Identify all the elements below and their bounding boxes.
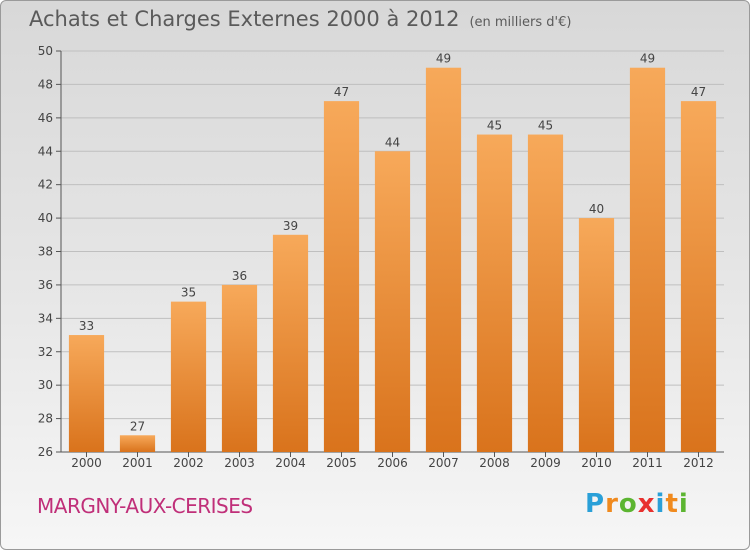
logo-letter: i: [678, 489, 689, 519]
bar-value-label: 47: [334, 85, 349, 99]
x-tick-label: 2004: [275, 456, 306, 470]
bar-2005: [323, 101, 360, 452]
x-tick-label: 2007: [428, 456, 459, 470]
x-tick-label: 2000: [71, 456, 102, 470]
x-tick-label: 2010: [581, 456, 612, 470]
bar-value-label: 44: [385, 135, 400, 149]
y-tick-label: 42: [38, 178, 53, 192]
bar-2003: [221, 284, 258, 452]
y-tick-label: 26: [38, 445, 53, 459]
y-tick-label: 32: [38, 345, 53, 359]
chart-subtitle: (en milliers d'€): [469, 15, 572, 30]
x-tick-label: 2006: [377, 456, 408, 470]
bar-2010: [578, 218, 615, 452]
proxiti-logo[interactable]: Proxiti: [585, 489, 689, 519]
logo-letter: P: [585, 489, 606, 519]
bar-2000: [68, 335, 105, 452]
y-tick-label: 44: [38, 144, 53, 158]
x-tick-label: 2012: [683, 456, 714, 470]
y-tick-label: 28: [38, 412, 53, 426]
logo-letter: i: [655, 489, 666, 519]
bar-value-label: 49: [640, 52, 655, 66]
x-tick-label: 2008: [479, 456, 510, 470]
bar-2011: [629, 67, 666, 452]
x-tick-label: 2002: [173, 456, 204, 470]
x-tick-label: 2003: [224, 456, 255, 470]
bar-2006: [374, 151, 411, 452]
bar-2009: [527, 134, 564, 452]
chart-title-text: Achats et Charges Externes 2000 à 2012: [29, 7, 460, 31]
bar-value-label: 39: [283, 219, 298, 233]
bar-value-label: 45: [538, 119, 553, 133]
bar-value-label: 49: [436, 52, 451, 66]
bar-value-label: 35: [181, 286, 196, 300]
y-tick-label: 38: [38, 245, 53, 259]
chart-title: Achats et Charges Externes 2000 à 2012 (e…: [29, 7, 571, 31]
bar-value-label: 27: [130, 419, 145, 433]
x-tick-label: 2009: [530, 456, 561, 470]
x-tick-label: 2011: [632, 456, 663, 470]
y-tick-label: 50: [38, 44, 53, 58]
logo-letter: r: [605, 489, 619, 519]
y-tick-label: 34: [38, 311, 53, 325]
logo-letter: t: [665, 489, 679, 519]
logo-letter: x: [637, 489, 656, 519]
bar-2007: [425, 67, 462, 452]
x-tick-label: 2005: [326, 456, 357, 470]
bar-value-label: 45: [487, 119, 502, 133]
y-tick-label: 36: [38, 278, 53, 292]
bar-2008: [476, 134, 513, 452]
x-tick-label: 2001: [122, 456, 153, 470]
commune-name: MARGNY-AUX-CERISES: [37, 494, 253, 518]
bar-value-label: 47: [691, 85, 706, 99]
bar-2002: [170, 301, 207, 452]
label-layer: 33 27 35 36 39 47 44 49 45 45 40 49 47: [79, 52, 706, 434]
bar-2001: [119, 435, 156, 452]
y-tick-label: 40: [38, 211, 53, 225]
bar-value-label: 36: [232, 269, 247, 283]
y-tick-label: 46: [38, 111, 53, 125]
bar-value-label: 40: [589, 202, 604, 216]
bar-2012: [680, 101, 717, 452]
axis-layer: 26 28 30 32 34 36 38 40 42 44 46 48 50 2000 2001 2002 20…: [38, 44, 724, 470]
bar-value-label: 33: [79, 319, 94, 333]
y-tick-label: 48: [38, 77, 53, 91]
bar-layer: [68, 67, 717, 452]
bar-2004: [272, 234, 309, 452]
logo-letter: o: [618, 489, 638, 519]
y-tick-label: 30: [38, 378, 53, 392]
